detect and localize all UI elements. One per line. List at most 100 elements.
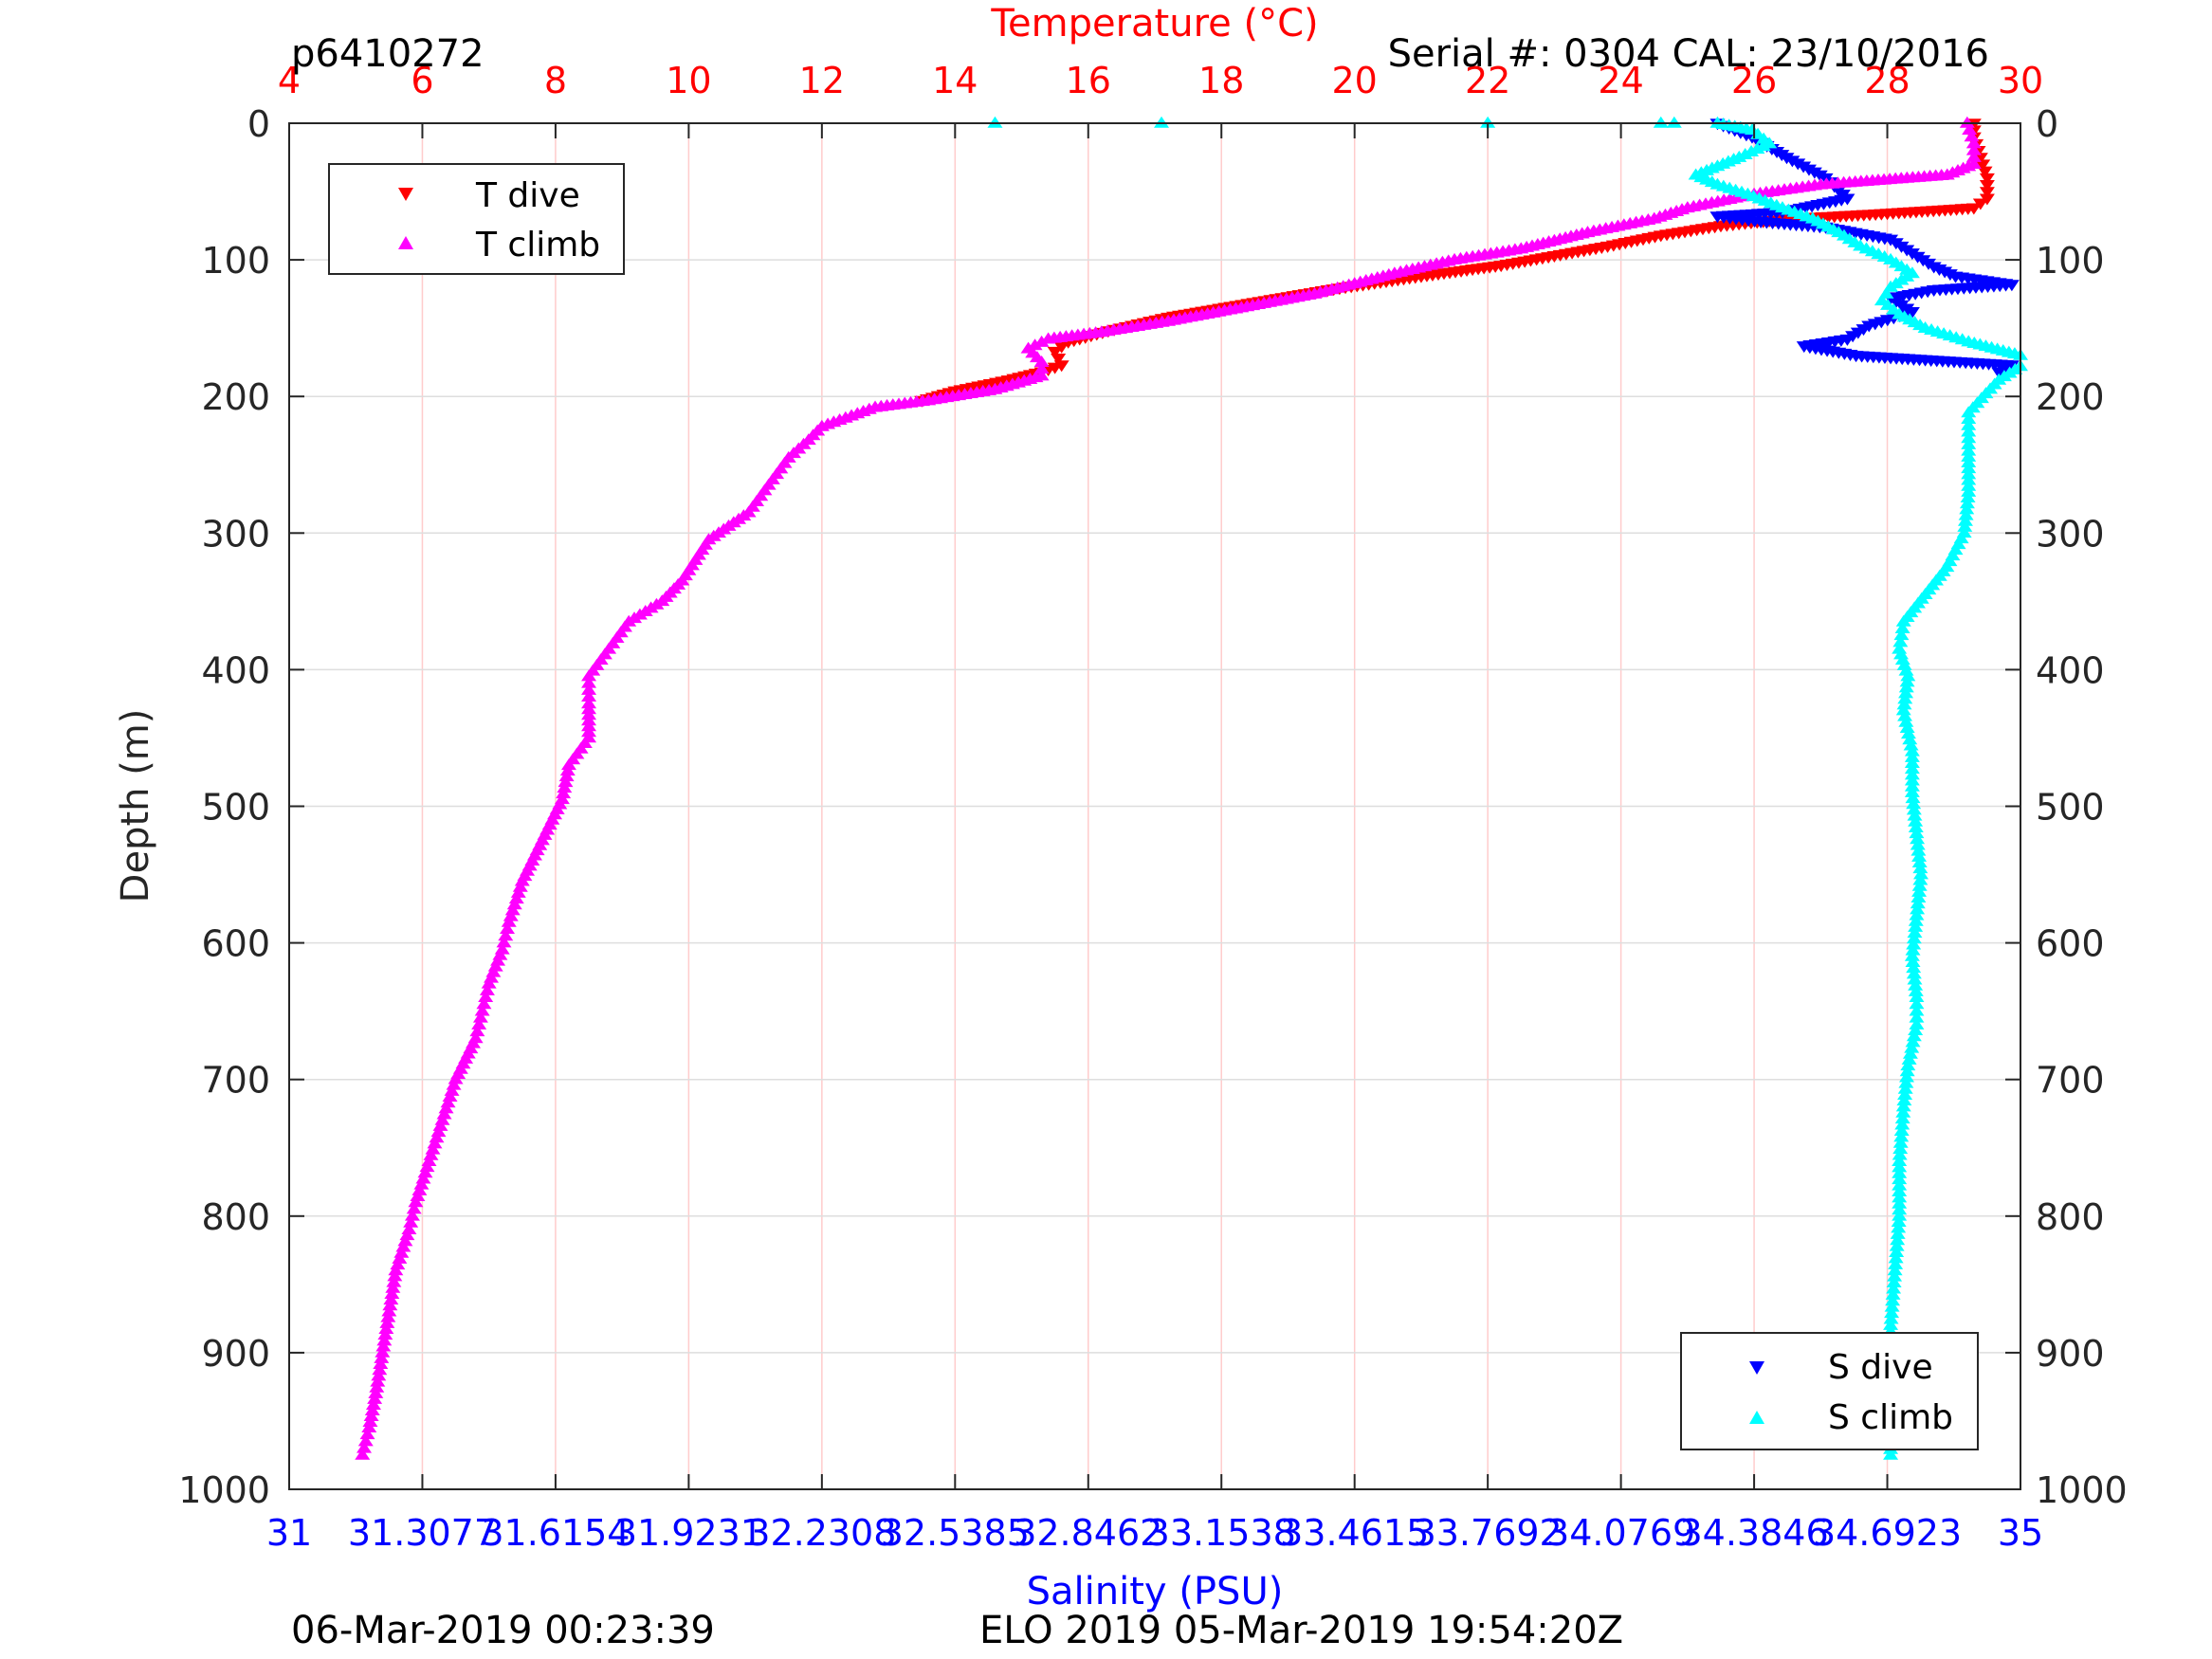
s-climb-marker — [1909, 991, 1925, 1003]
salinity-tick-label: 32.8462 — [1014, 1512, 1162, 1554]
depth-tick-label-right: 700 — [2036, 1060, 2105, 1102]
s-climb-marker — [1887, 1269, 1903, 1282]
s-climb-marker — [1888, 1257, 1904, 1269]
t-climb-marker — [476, 997, 492, 1010]
s-climb-marker — [1961, 473, 1977, 485]
depth-tick-label-left: 900 — [201, 1333, 270, 1375]
t-climb-marker — [481, 976, 497, 989]
s-climb-marker — [1899, 1065, 1915, 1077]
t-climb-marker — [472, 1011, 488, 1023]
depth-tick-label-left: 700 — [201, 1060, 270, 1102]
t-dive-marker — [1977, 166, 1993, 178]
s-climb-marker — [1896, 1094, 1912, 1106]
s-climb-marker — [1895, 1100, 1911, 1112]
s-climb-marker — [1907, 926, 1923, 939]
legend-label-t-dive: T dive — [475, 176, 580, 215]
temperature-tick-label: 6 — [411, 60, 433, 101]
depth-axis-title: Depth (m) — [114, 709, 157, 903]
s-climb-marker — [1891, 1215, 1907, 1228]
t-climb-marker — [498, 929, 514, 941]
s-climb-marker — [1910, 891, 1927, 903]
t-climb-marker — [478, 991, 494, 1003]
s-climb-marker — [1901, 1052, 1917, 1065]
t-climb-marker — [581, 725, 597, 738]
s-climb-marker — [1961, 406, 1977, 418]
t-climb-marker — [385, 1281, 401, 1293]
t-climb-marker — [384, 1286, 400, 1299]
t-climb-marker — [1965, 143, 1982, 155]
t-climb-marker — [371, 1369, 387, 1381]
depth-tick-label-right: 300 — [2036, 513, 2105, 555]
s-climb-marker — [1892, 635, 1909, 647]
s-climb-marker — [1892, 1154, 1908, 1166]
s-climb-marker — [1961, 412, 1977, 425]
s-climb-marker — [1906, 803, 1922, 815]
t-climb-marker — [380, 1310, 396, 1322]
s-climb-marker — [1961, 449, 1977, 462]
t-climb-marker — [496, 936, 512, 948]
s-climb-marker — [1897, 692, 1913, 704]
s-climb-marker — [1905, 943, 1921, 956]
s-climb-marker — [1908, 820, 1924, 832]
legend-label-s-climb: S climb — [1828, 1398, 1953, 1437]
s-climb-marker — [1898, 681, 1914, 693]
s-climb-marker — [1884, 1306, 1900, 1319]
depth-tick-label-left: 1000 — [178, 1469, 270, 1511]
t-climb-marker — [404, 1209, 420, 1221]
depth-tick-label-right: 900 — [2036, 1333, 2105, 1375]
s-climb-marker — [1883, 1312, 1899, 1324]
t-climb-marker — [514, 874, 530, 886]
salinity-tick-label: 33.7692 — [1414, 1512, 1563, 1554]
t-climb-marker — [410, 1190, 426, 1202]
s-dive-marker — [1998, 363, 2014, 375]
s-climb-marker — [1904, 774, 1920, 786]
t-climb-marker — [376, 1334, 393, 1346]
t-climb-marker — [393, 1246, 410, 1258]
t-climb-marker — [438, 1102, 454, 1114]
s-climb-marker — [1893, 1130, 1910, 1142]
s-climb-marker — [1909, 908, 1925, 921]
s-climb-marker — [1959, 497, 1975, 509]
s-climb-marker — [1904, 757, 1920, 769]
s-climb-marker — [1904, 762, 1920, 775]
s-climb-marker — [1906, 967, 1922, 979]
s-climb-marker — [1909, 997, 1925, 1010]
s-climb-marker — [1899, 720, 1915, 733]
t-climb-marker — [379, 1316, 395, 1328]
t-climb-marker — [370, 1375, 386, 1387]
t-climb-marker — [367, 1392, 383, 1404]
s-climb-marker — [1892, 1136, 1909, 1148]
t-climb-marker — [471, 1017, 487, 1030]
salinity-tick-label: 32.5385 — [881, 1512, 1030, 1554]
t-climb-marker — [479, 983, 495, 995]
t-climb-marker — [403, 1215, 419, 1228]
t-climb-marker — [501, 915, 517, 927]
t-climb-marker — [444, 1084, 460, 1096]
t-climb-marker — [356, 1441, 373, 1453]
s-climb-marker — [1904, 1041, 1920, 1053]
s-climb-marker — [1892, 1178, 1908, 1191]
s-climb-marker — [1894, 653, 1910, 665]
temperature-tick-label: 24 — [1598, 60, 1643, 101]
temperature-axis-title: Temperature (°C) — [990, 2, 1318, 46]
s-climb-marker — [1961, 462, 1977, 474]
depth-tick-label-left: 500 — [201, 787, 270, 829]
s-climb-marker — [1961, 455, 1977, 467]
t-climb-marker — [556, 787, 572, 799]
temperature-tick-label: 12 — [799, 60, 845, 101]
s-climb-marker — [1885, 1294, 1901, 1306]
temperature-tick-label: 16 — [1066, 60, 1111, 101]
s-climb-marker — [1902, 733, 1918, 745]
t-climb-marker — [375, 1345, 391, 1358]
t-climb-marker — [1033, 355, 1050, 367]
depth-tick-label-right: 200 — [2036, 376, 2105, 418]
t-climb-marker — [440, 1096, 456, 1108]
t-climb-marker — [423, 1148, 439, 1160]
s-climb-marker — [1908, 984, 1924, 996]
s-climb-marker — [1891, 1221, 1907, 1233]
s-climb-marker — [1958, 508, 1974, 520]
s-climb-marker — [1912, 873, 1929, 885]
t-climb-marker — [474, 1004, 490, 1016]
s-climb-marker — [1886, 1282, 1902, 1294]
s-climb-marker — [1893, 629, 1910, 641]
